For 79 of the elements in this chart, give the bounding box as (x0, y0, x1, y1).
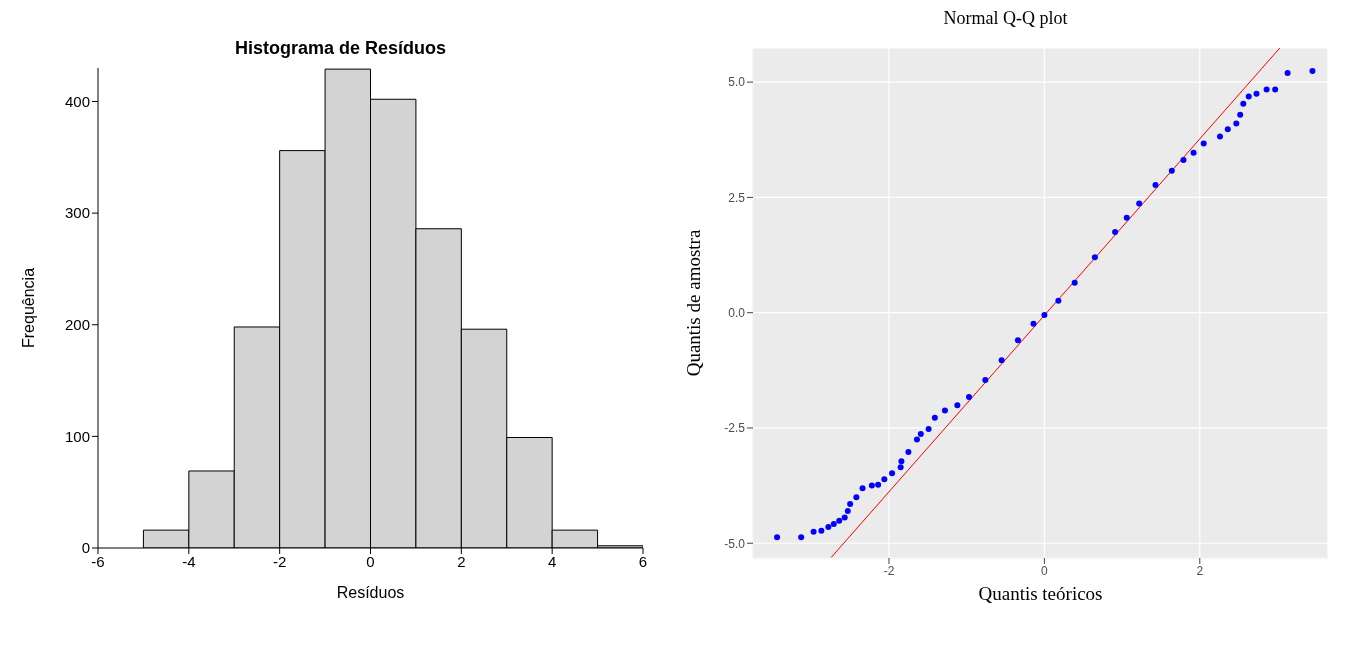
point (1152, 181, 1159, 188)
point (897, 464, 904, 471)
point (905, 448, 912, 455)
point (1240, 100, 1247, 107)
y-tick-label: 200 (64, 316, 90, 334)
point (954, 402, 961, 409)
point (774, 534, 781, 541)
point (889, 470, 896, 477)
point (1071, 279, 1078, 286)
y-tick-label: -5.0 (724, 536, 746, 551)
point (966, 394, 973, 401)
point (1216, 133, 1223, 140)
chart-title: Histograma de Resíduos (233, 37, 448, 60)
x-tick-label: -2 (272, 552, 287, 570)
x-tick-label: 6 (638, 552, 648, 570)
point (859, 485, 866, 492)
y-axis-title: Frequência (19, 267, 37, 349)
point (1200, 140, 1207, 147)
point (844, 507, 851, 514)
y-tick-label: -2.5 (724, 421, 746, 436)
point (1263, 86, 1270, 93)
point (1224, 126, 1231, 133)
point (847, 501, 854, 508)
point (841, 514, 848, 521)
point (913, 436, 920, 443)
x-tick-label: 4 (547, 552, 557, 570)
y-axis-title: Quantis de amostra (682, 229, 704, 377)
y-tick-label: 2.5 (728, 190, 746, 205)
point (1168, 167, 1175, 174)
point (875, 481, 882, 488)
point (1245, 93, 1252, 100)
point (1112, 228, 1119, 235)
point (836, 517, 843, 524)
point (818, 527, 825, 534)
point (881, 476, 888, 483)
point (1091, 254, 1098, 261)
x-tick-label: -6 (91, 552, 105, 570)
point (830, 520, 837, 527)
point (1284, 69, 1291, 76)
y-tick-label: 300 (64, 204, 90, 222)
point (1272, 86, 1279, 93)
point (941, 407, 948, 414)
point (917, 430, 924, 437)
point (1123, 214, 1130, 221)
point (1180, 157, 1187, 164)
point (810, 528, 817, 535)
point (1014, 337, 1021, 344)
y-tick-label: 0.0 (728, 305, 746, 320)
point (1237, 111, 1244, 118)
x-tick-label: 2 (457, 552, 466, 570)
point (1041, 311, 1048, 318)
point (1190, 149, 1197, 156)
point (798, 534, 805, 541)
point (998, 357, 1005, 364)
point (1030, 320, 1037, 327)
point (982, 377, 989, 384)
point (925, 425, 932, 432)
y-tick-label: 0 (81, 539, 90, 557)
point (1309, 68, 1316, 75)
x-tick-label: 0 (1041, 563, 1049, 578)
point (1136, 200, 1143, 207)
x-tick-label: -2 (883, 563, 895, 578)
x-tick-label: 0 (366, 552, 375, 570)
y-tick-label: 5.0 (728, 75, 746, 90)
x-tick-label: 2 (1196, 563, 1204, 578)
x-tick-label: -4 (182, 552, 196, 570)
y-tick-label: 100 (64, 427, 90, 445)
point (868, 482, 875, 489)
point (931, 414, 938, 421)
point (898, 458, 905, 465)
point (1253, 90, 1260, 97)
point (1233, 120, 1240, 127)
chart-title: Normal Q-Q plot (942, 8, 1069, 30)
point (825, 524, 832, 531)
point (1055, 297, 1062, 304)
x-axis-title: Resíduos (336, 584, 405, 601)
x-axis-title: Quantis teóricos (978, 583, 1103, 604)
y-tick-label: 400 (64, 92, 90, 110)
point (853, 494, 860, 501)
